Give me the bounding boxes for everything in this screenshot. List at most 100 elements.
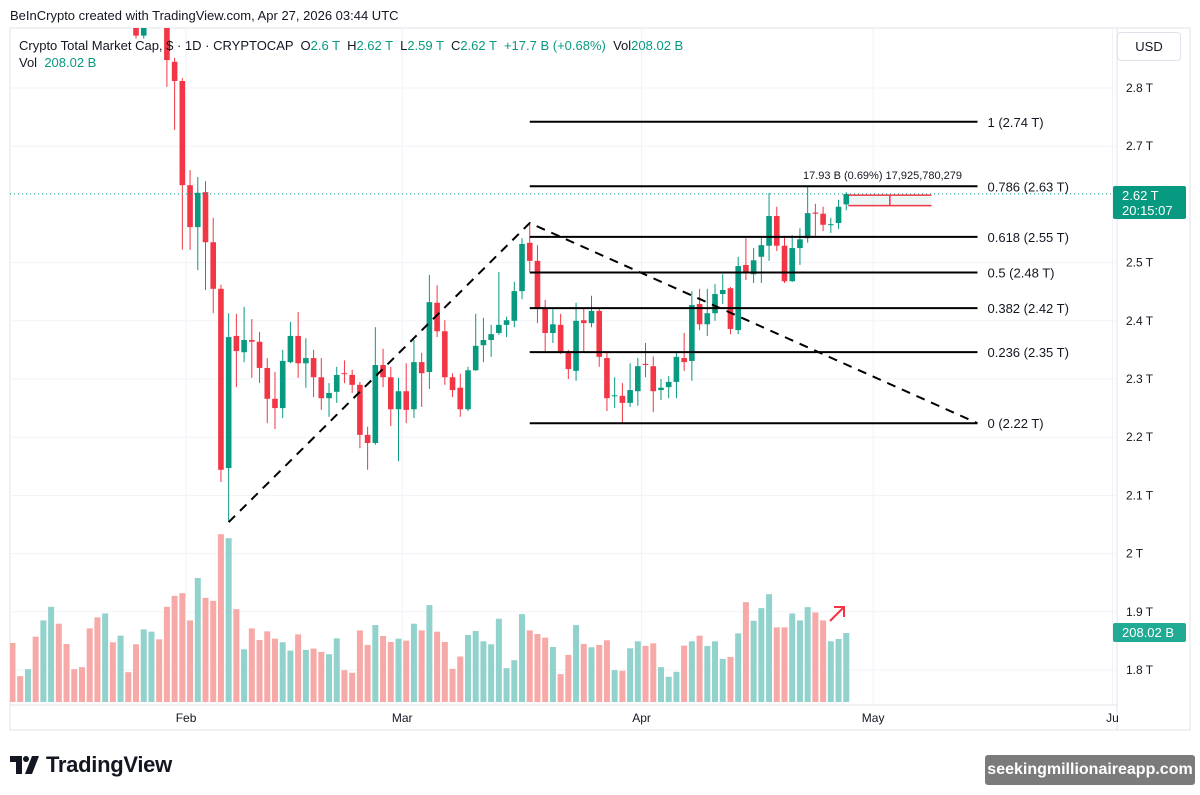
candle-body <box>719 289 726 295</box>
volume-bar <box>719 658 726 702</box>
time-axis[interactable]: Feb Mar Apr May Ju <box>176 711 1119 725</box>
low-label: L <box>400 38 408 53</box>
currency-button[interactable]: USD <box>1117 32 1181 61</box>
watermark: seekingmillionaireapp.com <box>985 755 1195 785</box>
last-volume-value: 208.02 B <box>1122 625 1174 640</box>
volume-bar <box>557 674 564 702</box>
volume-bar <box>549 646 556 702</box>
volume-bar <box>843 632 850 702</box>
last-volume-label: 208.02 B <box>1113 623 1186 642</box>
candle-body <box>364 434 371 444</box>
volume-bar <box>673 671 680 702</box>
candle-body <box>357 384 363 435</box>
volume-bar <box>125 672 132 702</box>
candle-body <box>341 373 348 375</box>
symbol-title[interactable]: Crypto Total Market Cap, $ · 1D · CRYPTO… <box>19 38 294 53</box>
volume-bar <box>333 638 340 702</box>
candle-body <box>164 28 170 61</box>
time-tick-label: Feb <box>176 711 197 725</box>
volume-bar <box>256 639 263 702</box>
candle-body <box>565 352 572 370</box>
candle-body <box>820 213 826 225</box>
candle-body <box>534 260 541 308</box>
volume-bar <box>233 609 240 702</box>
volume-bar <box>488 644 495 702</box>
volume-bar <box>773 627 780 702</box>
volume-bar <box>356 630 363 702</box>
volume-bar <box>704 645 711 702</box>
volume-bar <box>681 645 688 702</box>
volume-up-arrow-icon <box>829 606 845 622</box>
price-axis[interactable]: 2.8 T 2.7 T 2.5 T 2.4 T 2.3 T 2.2 T 2.1 T 2 T 1.… <box>1126 81 1154 677</box>
volume-bar <box>472 631 479 702</box>
candle-body <box>241 340 247 353</box>
volume-bar <box>372 625 379 702</box>
volume-bar <box>511 660 518 702</box>
volume-bar <box>248 628 255 702</box>
volume-bar <box>133 644 140 702</box>
candle-body <box>426 302 433 373</box>
close-value: 2.62 T <box>460 38 497 53</box>
candle-body <box>218 288 224 470</box>
fib-level-label: 1 (2.74 T) <box>988 115 1044 130</box>
volume-bar <box>480 641 487 702</box>
volume-bar <box>573 625 580 702</box>
volume-bar <box>418 630 425 702</box>
volume-bar <box>619 670 626 702</box>
volume-bar <box>495 618 502 702</box>
candle-body <box>496 324 502 334</box>
volume-bar <box>148 631 155 702</box>
volume-bar <box>727 656 734 702</box>
candle-body <box>187 185 193 228</box>
candle-body <box>750 260 757 275</box>
volume-bar <box>94 617 101 702</box>
candle-body <box>179 81 186 186</box>
candle-body <box>202 192 209 243</box>
price-tick-label: 2 T <box>1126 547 1144 561</box>
volume-bar <box>519 614 526 702</box>
volume-bar <box>140 629 147 702</box>
candle-body <box>588 310 595 324</box>
time-tick-label: May <box>862 711 885 725</box>
tradingview-logo-icon <box>10 756 39 774</box>
volume-bar <box>657 667 664 702</box>
candle-body <box>318 377 325 399</box>
price-tick-label: 1.8 T <box>1126 663 1154 677</box>
candle-body <box>511 291 518 321</box>
drawings <box>10 120 1117 523</box>
volume-indicator-label[interactable]: Vol <box>19 55 38 70</box>
candle-body <box>233 335 240 352</box>
tradingview-logo[interactable]: TradingView <box>10 752 172 778</box>
volume-bar <box>750 620 757 702</box>
volume-bar <box>156 639 163 702</box>
candle-body <box>712 294 718 314</box>
candle-body <box>526 242 533 261</box>
candle-body <box>542 307 548 334</box>
candle-body <box>156 0 162 12</box>
candle-body <box>758 245 765 257</box>
candle-body <box>766 216 772 246</box>
volume-bar <box>434 631 441 702</box>
price-tick-label: 2.7 T <box>1126 139 1154 153</box>
candle-body <box>133 28 139 36</box>
volume-bar <box>117 635 124 702</box>
low-value: 2.59 T <box>407 38 444 53</box>
candle-body <box>310 358 317 378</box>
volume-bar <box>364 644 371 702</box>
volume-bar <box>827 641 834 702</box>
candle-body <box>303 358 309 364</box>
volume-bar <box>665 676 672 702</box>
candle-body <box>835 206 842 224</box>
candle-body <box>804 213 811 239</box>
volume-bar <box>179 593 186 702</box>
candle-body <box>696 303 703 325</box>
candle-body <box>789 248 796 282</box>
volume-bar <box>789 613 796 702</box>
price-tick-label: 2.1 T <box>1126 488 1154 502</box>
candle-body <box>171 61 178 82</box>
volume-bar <box>78 667 85 702</box>
volume-bar <box>40 620 47 702</box>
candle-body <box>472 345 479 371</box>
candle-body <box>249 340 255 342</box>
